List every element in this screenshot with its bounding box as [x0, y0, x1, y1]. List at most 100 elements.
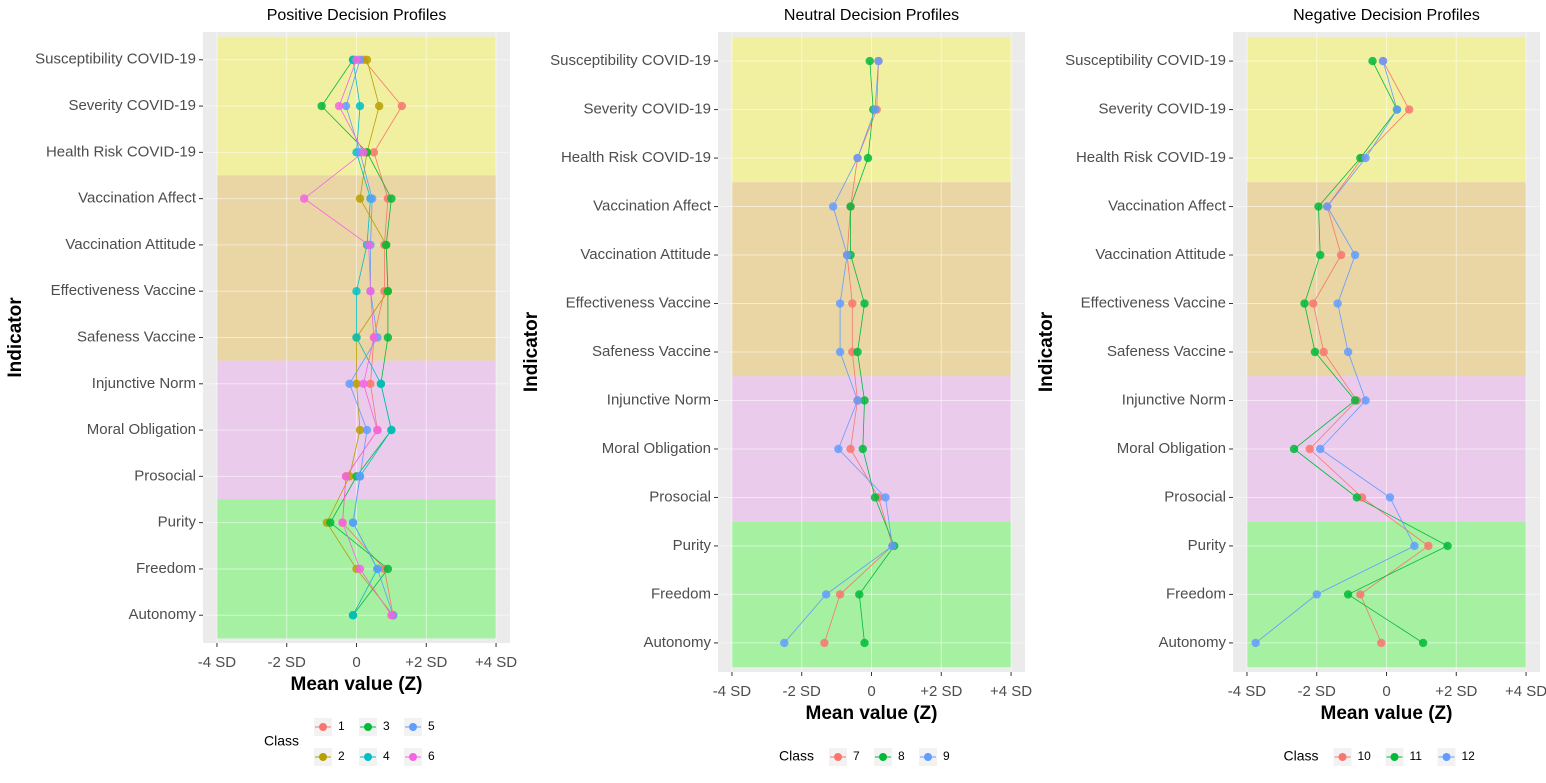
data-point [853, 396, 862, 405]
data-point [1378, 56, 1388, 66]
data-point [821, 590, 831, 599]
data-point [863, 153, 873, 163]
data-point [366, 287, 375, 296]
data-point [362, 55, 372, 64]
x-tick-label: +4 SD [475, 654, 517, 671]
legend-key-dot [364, 753, 372, 761]
data-point [1368, 56, 1377, 66]
y-tick-label: Safeness Vaccine [592, 343, 711, 360]
data-point [1377, 638, 1386, 648]
legend-key-dot [924, 753, 932, 761]
legend-label: 1 [338, 719, 345, 733]
data-point [369, 333, 379, 342]
legend-title: Class [779, 748, 814, 764]
data-point [870, 105, 880, 114]
data-point [374, 101, 384, 111]
y-tick-label: Vaccination Affect [1108, 198, 1227, 215]
legend-key-dot [1338, 753, 1347, 761]
data-point [359, 148, 368, 157]
legend-label: 5 [428, 719, 435, 733]
data-point [846, 444, 855, 454]
data-point [1443, 541, 1452, 551]
y-tick-label: Health Risk COVID-19 [561, 149, 711, 166]
legend-label: 4 [383, 749, 390, 763]
data-point [397, 101, 407, 111]
data-point [1352, 493, 1362, 502]
y-tick-label: Freedom [651, 585, 711, 602]
legend-key-dot [879, 753, 887, 761]
y-tick-label: Autonomy [1158, 634, 1226, 651]
y-tick-label: Vaccination Affect [593, 198, 712, 215]
data-point [1289, 444, 1299, 454]
data-point [381, 240, 391, 250]
legend-label: 6 [428, 749, 435, 763]
data-point [326, 518, 335, 527]
data-point [338, 518, 347, 527]
y-tick-label: Effectiveness Vaccine [566, 294, 711, 311]
data-point [1310, 347, 1320, 357]
data-point [858, 444, 867, 454]
y-tick-label: Effectiveness Vaccine [51, 282, 196, 299]
data-point [1316, 250, 1325, 260]
data-point [373, 425, 382, 435]
data-point [860, 299, 869, 308]
data-point [835, 590, 845, 599]
y-tick-label: Prosocial [649, 488, 711, 505]
legend-title: Class [264, 733, 299, 749]
data-point [362, 425, 372, 435]
legend-label: 7 [853, 749, 860, 763]
x-axis-title: Mean value (Z) [291, 674, 423, 695]
x-tick-label: +4 SD [1505, 683, 1546, 700]
data-point [848, 299, 857, 308]
x-axis-title: Mean value (Z) [1321, 703, 1453, 724]
data-point [383, 333, 393, 342]
data-point [387, 194, 396, 203]
y-tick-label: Freedom [1166, 585, 1226, 602]
y-tick-label: Moral Obligation [602, 440, 711, 457]
y-tick-label: Moral Obligation [1117, 440, 1226, 457]
y-tick-label: Freedom [136, 560, 196, 577]
data-point [870, 493, 880, 502]
x-tick-label: -4 SD [1228, 683, 1267, 700]
chart-title: Positive Decision Profiles [267, 7, 447, 24]
data-point [383, 287, 393, 296]
data-point [874, 56, 883, 66]
y-axis-title: Indicator [1036, 311, 1057, 392]
data-point [1350, 250, 1360, 260]
data-point [1404, 105, 1414, 114]
data-point [1309, 299, 1318, 308]
y-tick-label: Severity COVID-19 [583, 101, 711, 118]
y-tick-label: Moral Obligation [87, 421, 196, 438]
y-tick-label: Vaccination Attitude [65, 236, 196, 253]
y-tick-label: Severity COVID-19 [1098, 101, 1226, 118]
x-tick-label: -4 SD [198, 654, 237, 671]
data-point [348, 518, 358, 527]
data-point [1319, 347, 1328, 357]
y-tick-label: Injunctive Norm [1122, 391, 1226, 408]
data-point [1312, 590, 1321, 599]
data-point [828, 202, 838, 211]
x-axis-title: Mean value (Z) [806, 703, 938, 724]
y-tick-label: Purity [158, 514, 197, 531]
data-point [1333, 299, 1342, 308]
data-point [355, 101, 365, 111]
data-point [1314, 202, 1323, 211]
data-point [855, 590, 864, 599]
y-tick-label: Purity [1188, 537, 1227, 554]
data-point [1361, 396, 1370, 405]
x-tick-label: 0 [867, 683, 875, 700]
data-point [1356, 590, 1365, 599]
data-point [1336, 250, 1346, 260]
data-point [1305, 444, 1314, 454]
y-tick-label: Vaccination Attitude [1095, 246, 1226, 263]
data-point [1316, 444, 1325, 454]
data-point [355, 472, 365, 481]
data-point [853, 347, 862, 357]
data-point [387, 611, 396, 620]
x-tick-label: -2 SD [1298, 683, 1337, 700]
data-point [369, 148, 379, 157]
data-point [1300, 299, 1309, 308]
data-point [355, 425, 365, 435]
y-axis-title: Indicator [521, 311, 542, 392]
legend-key-dot [1442, 753, 1451, 761]
